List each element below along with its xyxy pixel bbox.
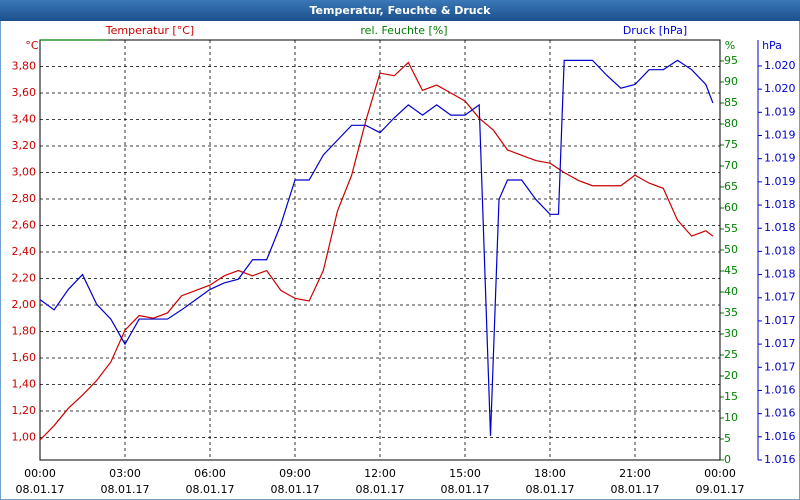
y2-tick-label: 90 [724,75,738,88]
x-tick-label: 21:00 [619,467,651,480]
y-tick-label: 2,40 [12,245,37,258]
x-tick-label: 12:00 [364,467,396,480]
y2-tick-label: 35 [724,306,738,319]
x-tick-date: 08.01.17 [611,483,660,496]
y3-tick-label: 1.017 [764,314,796,327]
x-tick-date: 08.01.17 [271,483,320,496]
y-tick-label: 1,20 [12,404,37,417]
y3-unit: hPa [762,39,782,52]
y2-tick-label: 50 [724,243,738,256]
y3-tick-label: 1.016 [764,407,796,420]
legend-label: Druck [hPa] [623,24,687,37]
y3-tick-label: 1.019 [764,175,796,188]
y2-tick-label: 10 [724,411,738,424]
y2-tick-label: 25 [724,348,738,361]
y3-tick-label: 1.020 [764,59,796,72]
y2-tick-label: 70 [724,159,738,172]
y3-tick-label: 1.016 [764,453,796,466]
y-tick-label: 2,80 [12,192,37,205]
x-tick-label: 00:00 [24,467,56,480]
y-tick-label: 3,20 [12,139,37,152]
y3-tick-label: 1.017 [764,360,796,373]
y-tick-label: 1,40 [12,377,37,390]
x-tick-label: 18:00 [534,467,566,480]
y2-unit: % [725,39,735,52]
legend-label: Temperatur [°C] [105,24,194,37]
y2-tick-label: 45 [724,264,738,277]
y3-tick-label: 1.018 [764,268,796,281]
y-tick-label: 3,80 [12,59,37,72]
y2-tick-label: 40 [724,285,738,298]
y3-tick-label: 1.018 [764,221,796,234]
y-tick-label: 1,60 [12,351,37,364]
y3-tick-label: 1.017 [764,337,796,350]
y2-tick-label: 95 [724,54,738,67]
y2-tick-label: 20 [724,369,738,382]
series-line [39,59,714,436]
y2-tick-label: 60 [724,201,738,214]
x-tick-date: 08.01.17 [441,483,490,496]
y-tick-label: 2,00 [12,298,37,311]
y3-tick-label: 1.016 [764,383,796,396]
y3-tick-label: 1.019 [764,128,796,141]
x-tick-date: 08.01.17 [101,483,150,496]
x-tick-date: 09.01.17 [696,483,745,496]
y2-tick-label: 0 [724,453,731,466]
y2-tick-label: 30 [724,327,738,340]
y-tick-label: 3,00 [12,165,37,178]
y3-tick-label: 1.018 [764,244,796,257]
y-unit: °C [25,39,39,52]
x-tick-label: 03:00 [109,467,141,480]
y2-tick-label: 55 [724,222,738,235]
plot-border [39,39,721,461]
y3-tick-label: 1.016 [764,430,796,443]
x-tick-date: 08.01.17 [356,483,405,496]
y3-tick-label: 1.019 [764,152,796,165]
y2-tick-label: 15 [724,390,738,403]
y2-tick-label: 80 [724,117,738,130]
y3-tick-label: 1.017 [764,291,796,304]
y-tick-label: 1,00 [12,430,37,443]
x-tick-date: 08.01.17 [186,483,235,496]
x-tick-date: 08.01.17 [526,483,575,496]
y-tick-label: 3,60 [12,86,37,99]
series-line [39,61,714,441]
y3-tick-label: 1.018 [764,198,796,211]
x-tick-label: 06:00 [194,467,226,480]
legend-label: rel. Feuchte [%] [360,24,447,37]
chart-title: Temperatur, Feuchte & Druck [310,4,492,17]
x-tick-date: 08.01.17 [16,483,65,496]
y3-tick-label: 1.019 [764,105,796,118]
y2-tick-label: 5 [724,432,731,445]
x-tick-label: 00:00 [704,467,736,480]
x-tick-label: 15:00 [449,467,481,480]
y2-tick-label: 65 [724,180,738,193]
y3-tick-label: 1.020 [764,82,796,95]
y-tick-label: 1,80 [12,324,37,337]
title-bar [0,0,800,21]
y-tick-label: 2,60 [12,218,37,231]
x-tick-label: 09:00 [279,467,311,480]
y2-tick-label: 85 [724,96,738,109]
y-tick-label: 3,40 [12,112,37,125]
y-tick-label: 2,20 [12,271,37,284]
y2-tick-label: 75 [724,138,738,151]
